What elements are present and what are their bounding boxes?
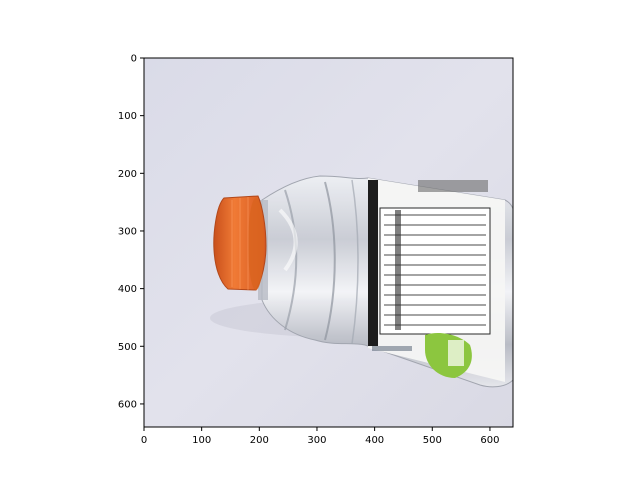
y-tick-label: 200 <box>118 169 137 180</box>
photo <box>144 58 513 427</box>
bottle-ridge-2 <box>324 181 336 341</box>
bottle-ridge-1 <box>284 189 298 331</box>
x-tick-label: 500 <box>423 435 442 446</box>
bottle-label <box>368 178 505 382</box>
x-tick-label: 100 <box>192 435 211 446</box>
bottle-ridge-3 <box>351 179 359 345</box>
y-tick-label: 100 <box>118 111 137 122</box>
bottle-highlight <box>278 208 298 272</box>
y-axis: 0 100 200 300 400 500 600 <box>118 54 144 410</box>
x-tick-label: 600 <box>480 435 499 446</box>
x-tick-label: 300 <box>307 435 326 446</box>
y-tick-label: 400 <box>118 284 137 295</box>
y-tick-label: 300 <box>118 226 137 237</box>
y-tick-label: 0 <box>131 54 137 65</box>
x-tick-label: 0 <box>141 435 147 446</box>
y-tick-label: 600 <box>118 399 137 410</box>
x-axis: 0 100 200 300 400 500 600 <box>141 427 499 446</box>
bottle-cap <box>213 195 267 291</box>
y-tick-label: 500 <box>118 342 137 353</box>
x-tick-label: 200 <box>250 435 269 446</box>
x-tick-label: 400 <box>365 435 384 446</box>
axes-frame <box>143 57 514 428</box>
